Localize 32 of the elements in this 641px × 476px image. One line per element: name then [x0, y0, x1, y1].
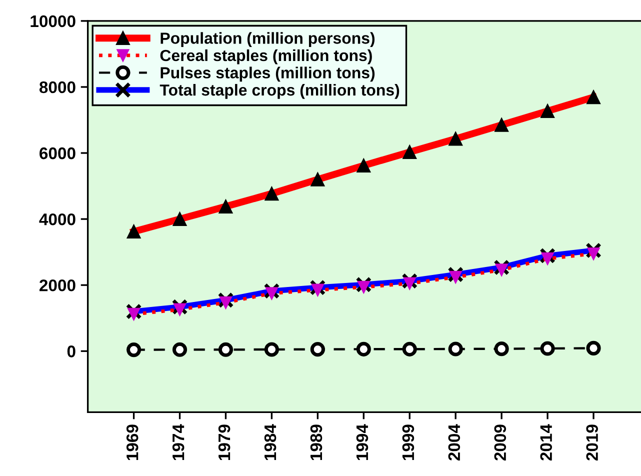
y-tick-label: 4000	[39, 213, 76, 226]
x-tick-label: 1994	[356, 424, 368, 460]
point	[126, 342, 142, 358]
legend-label: Pulses staples (million tons)	[160, 66, 375, 82]
x-tick-label: 1979	[218, 424, 230, 460]
point	[264, 342, 279, 357]
x-tick-label: 1999	[402, 424, 414, 460]
legend-label: Population (million persons)	[160, 32, 375, 48]
point	[172, 342, 188, 357]
y-tick-label: 6000	[40, 147, 76, 160]
point	[586, 340, 601, 356]
point	[356, 342, 371, 356]
legend-label: Total staple crops (million tons)	[160, 84, 400, 99]
point	[448, 342, 463, 356]
y-tick-label: 0	[67, 346, 76, 358]
x-tick-label: 2014	[540, 424, 552, 461]
y-tick-label: 8000	[39, 81, 76, 94]
legend-label: Cereal staples (million tons)	[160, 49, 372, 64]
x-tick-label: 1974	[172, 424, 184, 460]
point	[310, 342, 325, 357]
y-tick-label: 2000	[40, 279, 76, 292]
y-tick-label: 10000	[30, 15, 76, 28]
point	[540, 341, 555, 356]
x-tick-label: 2004	[448, 424, 460, 461]
point	[402, 342, 417, 356]
x-tick-label: 1989	[310, 424, 322, 460]
point	[218, 342, 234, 357]
x-tick-label: 2019	[586, 424, 598, 461]
x-tick-label: 2009	[494, 424, 506, 461]
x-tick-label: 1984	[264, 424, 276, 460]
point	[494, 342, 509, 356]
x-tick-label: 1969	[126, 424, 138, 460]
